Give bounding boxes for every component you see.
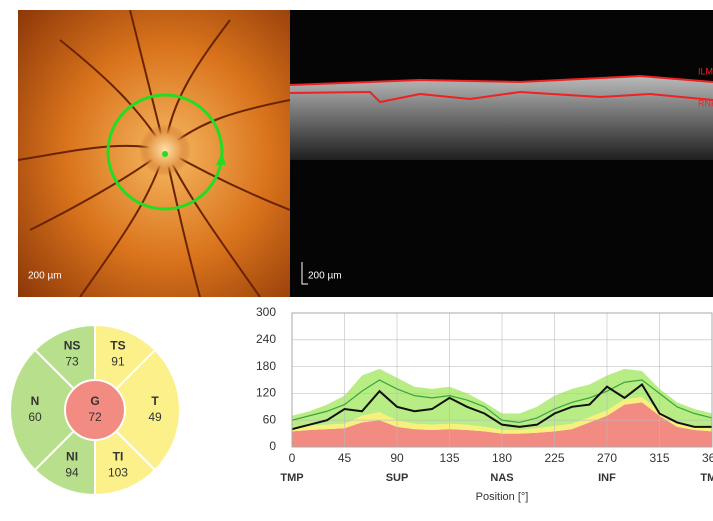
region-label: SUP: [386, 472, 409, 484]
profile-line: [291, 382, 712, 431]
x-tick-label: 90: [390, 451, 404, 465]
sector-label: NI: [66, 450, 78, 464]
sector-value: 49: [148, 410, 162, 424]
region-label: TMP: [280, 472, 303, 484]
y-tick-label: 60: [263, 412, 277, 426]
optic-disc: [139, 124, 191, 176]
rnfl-label: RNFL: [698, 98, 713, 108]
y-tick-label: 0: [269, 439, 276, 453]
x-tick-label: 0: [289, 451, 296, 465]
oct-scale-bar: [301, 262, 308, 285]
x-tick-label: 270: [597, 451, 617, 465]
region-label: NAS: [490, 472, 513, 484]
y-tick-label: 180: [256, 359, 276, 373]
x-axis-label: Position [°]: [476, 491, 529, 503]
oct-scale: 200 µm: [308, 271, 342, 282]
x-tick-label: 135: [439, 451, 459, 465]
sector-label: NS: [64, 339, 81, 353]
sector-label: TS: [110, 339, 125, 353]
sector: [9, 348, 97, 472]
sector-value: 72: [88, 410, 102, 424]
sector-value: 94: [65, 466, 79, 480]
retina-layers: [290, 76, 713, 160]
profile-line: [291, 379, 713, 424]
disc-center: [162, 151, 168, 157]
scan-arrow: [216, 153, 226, 165]
sector-global-top: [64, 379, 126, 441]
scan-circle: [106, 93, 224, 211]
sector-value: 73: [65, 355, 79, 369]
x-tick-label: 225: [544, 451, 564, 465]
sector-value: 103: [108, 466, 128, 480]
x-tick-label: 180: [492, 451, 512, 465]
sector: [93, 348, 181, 472]
ilm-label: ILM: [698, 66, 713, 76]
region-label: TMP: [700, 472, 713, 484]
sector-label: T: [151, 394, 159, 408]
y-tick-label: 300: [256, 305, 276, 319]
y-tick-label: 120: [256, 386, 276, 400]
x-tick-label: 45: [338, 451, 352, 465]
rnfl-line: [289, 90, 713, 104]
sector-label: TI: [113, 450, 124, 464]
y-tick-label: 240: [256, 332, 276, 346]
profile-chart: 0 60 120 180 240 300 0 45 90 135 180 225 270 315 360 TM…: [256, 305, 713, 503]
sector-diagram: G 72 NS 73 N 60 NI 94 TI 103 T 49 TS 91: [9, 323, 181, 497]
x-tick-label: 315: [649, 451, 669, 465]
plot-frame: [291, 312, 713, 448]
ilm-line: [289, 74, 713, 86]
fundus-scale: 200 µm: [28, 271, 62, 282]
sector-value: 91: [111, 355, 125, 369]
oct-image: ILM RNFL 200 µm: [289, 10, 713, 297]
sector-label: N: [31, 394, 40, 408]
x-tick-label: 360: [702, 451, 713, 465]
sector-label: G: [90, 394, 99, 408]
sector-value: 60: [28, 410, 42, 424]
fundus-image: 200 µm: [18, 10, 290, 297]
region-label: INF: [598, 472, 616, 484]
